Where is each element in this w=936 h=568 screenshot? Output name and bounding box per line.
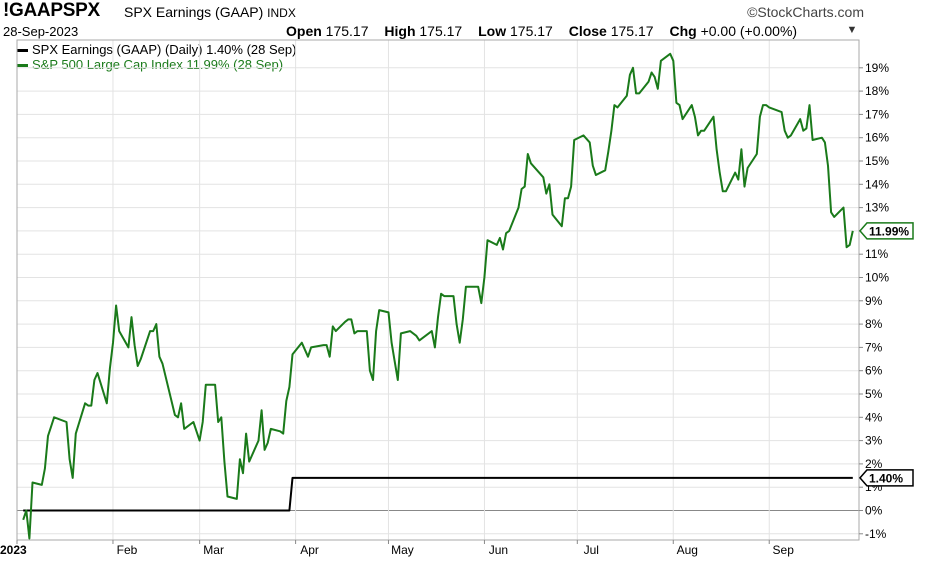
end-label-text: 11.99% bbox=[869, 224, 909, 238]
y-tick-label: 17% bbox=[865, 107, 889, 121]
plot-frame bbox=[16, 39, 860, 541]
open-label: Open bbox=[286, 23, 322, 39]
y-tick-label: 3% bbox=[865, 434, 883, 448]
symbol-title: !GAAPSPX bbox=[3, 0, 100, 21]
y-tick-label: 0% bbox=[865, 504, 883, 518]
y-tick-label: 6% bbox=[865, 364, 883, 378]
low-value: 175.17 bbox=[510, 23, 553, 39]
brand-name: StockCharts.com bbox=[757, 4, 864, 20]
end-labels: 1.40% 11.99% bbox=[859, 222, 914, 487]
series-lines bbox=[22, 52, 854, 540]
legend-swatch bbox=[17, 64, 28, 68]
end-label-box bbox=[859, 469, 914, 487]
x-tick-label: Feb bbox=[117, 543, 138, 557]
triangle-down-icon[interactable]: ▼ bbox=[846, 24, 858, 36]
legend-label: SPX Earnings (GAAP) (Daily) 1.40% (28 Se… bbox=[32, 42, 297, 57]
close-value: 175.17 bbox=[610, 23, 654, 39]
exchange-label: INDX bbox=[267, 6, 296, 20]
y-tick-label: 18% bbox=[865, 84, 889, 98]
x-tick-label: Aug bbox=[677, 543, 698, 557]
y-tick-label: 2% bbox=[865, 457, 883, 471]
y-tick-label: 13% bbox=[865, 201, 889, 215]
brand-watermark: ©StockCharts.com bbox=[747, 4, 864, 20]
high-label: High bbox=[384, 23, 416, 39]
copyright-icon: © bbox=[747, 4, 758, 20]
gridlines bbox=[16, 40, 859, 540]
ohlc-readout: Open 175.17 High 175.17 Low 175.17 Close… bbox=[286, 23, 797, 39]
y-tick-label: -1% bbox=[865, 527, 887, 541]
x-tick-label: May bbox=[391, 543, 414, 557]
high-value: 175.17 bbox=[419, 23, 463, 39]
x-tick-label: Jun bbox=[489, 543, 508, 557]
legend-swatch bbox=[17, 49, 28, 53]
chart-date: 28-Sep-2023 bbox=[3, 24, 79, 39]
x-tick-label: Mar bbox=[203, 543, 224, 557]
x-tick-label: 2023 bbox=[0, 543, 27, 557]
x-tick-label: Apr bbox=[300, 543, 319, 557]
close-label: Close bbox=[568, 23, 607, 39]
low-label: Low bbox=[478, 23, 507, 39]
plot-border bbox=[16, 39, 860, 541]
chg-value: +0.00 (+0.00%) bbox=[700, 23, 798, 39]
y-tick-label: 10% bbox=[865, 271, 889, 285]
end-label: 1.40% bbox=[859, 469, 914, 487]
series-line-sp500 bbox=[22, 52, 854, 540]
x-tick-label: Sep bbox=[773, 543, 795, 557]
chg-label: Chg bbox=[669, 23, 697, 39]
y-tick-label: 9% bbox=[865, 294, 883, 308]
y-tick-label: 5% bbox=[865, 387, 883, 401]
y-tick-label: 11% bbox=[865, 247, 888, 261]
y-axis: -1%0%1%2%3%4%5%6%7%8%9%10%11%12%13%14%15… bbox=[859, 61, 889, 541]
y-tick-label: 8% bbox=[865, 317, 883, 331]
end-label-text: 1.40% bbox=[869, 471, 903, 485]
legend-item-spx-earnings[interactable]: SPX Earnings (GAAP) (Daily) 1.40% (28 Se… bbox=[17, 42, 296, 57]
y-tick-label: 15% bbox=[865, 154, 889, 168]
y-tick-label: 14% bbox=[865, 177, 889, 191]
y-tick-label: 7% bbox=[865, 340, 883, 354]
symbol-name: SPX Earnings (GAAP) bbox=[124, 4, 264, 20]
open-value: 175.17 bbox=[325, 23, 369, 39]
y-tick-label: 16% bbox=[865, 131, 889, 145]
series-line-spx-earnings bbox=[23, 476, 853, 512]
y-tick-label: 19% bbox=[865, 61, 889, 75]
x-tick-label: Jul bbox=[584, 543, 599, 557]
y-tick-label: 4% bbox=[865, 410, 883, 424]
end-label-box bbox=[859, 222, 914, 240]
x-axis: 2023 Feb Mar Apr May Jun Jul Aug Sep bbox=[0, 540, 794, 557]
end-label: 11.99% bbox=[859, 222, 914, 240]
